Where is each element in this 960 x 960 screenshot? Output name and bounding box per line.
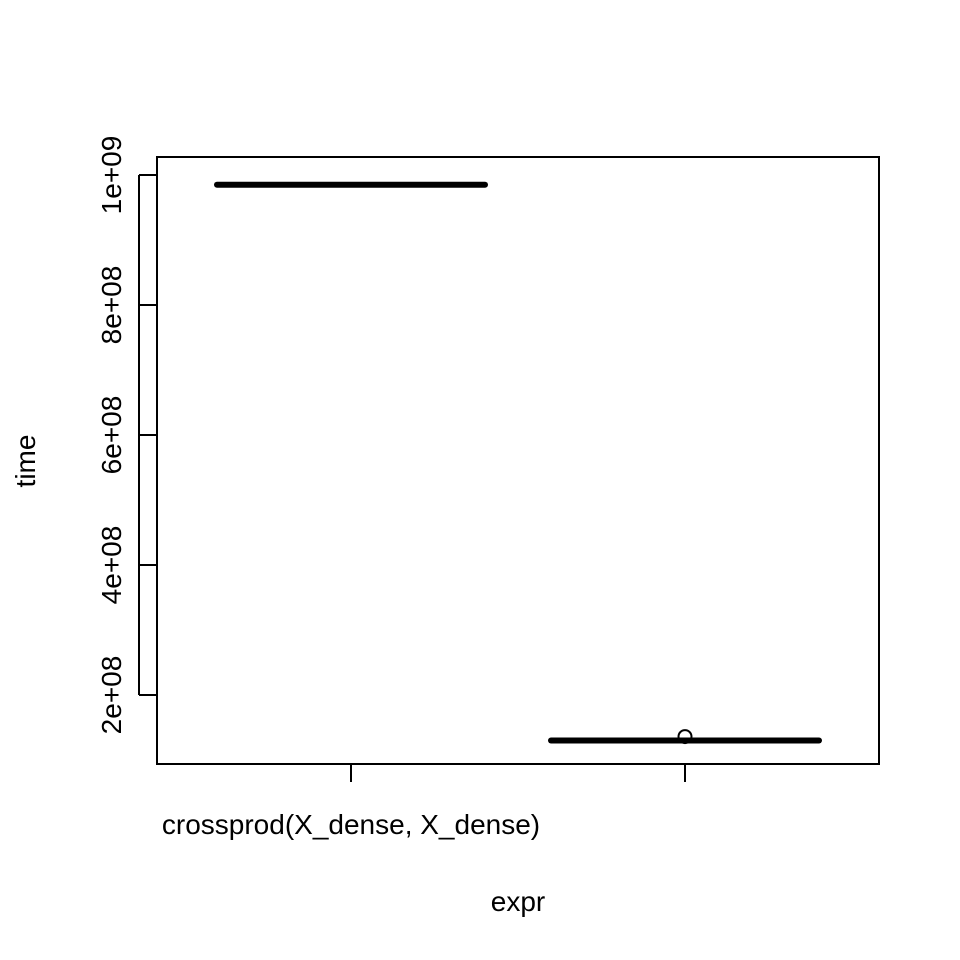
y-tick-label: 2e+08: [96, 656, 127, 735]
y-axis: 2e+08 4e+08 6e+08 8e+08 1e+09: [96, 136, 157, 735]
x-axis-title: expr: [491, 886, 545, 917]
box-group: [548, 729, 822, 745]
y-axis-title: time: [10, 435, 41, 488]
box-group: [214, 181, 488, 188]
outlier-point: [677, 729, 693, 745]
plot-frame: [156, 156, 880, 765]
x-tick-label: crossprod(X_dense, X_dense): [162, 809, 540, 840]
y-tick-label: 8e+08: [96, 266, 127, 345]
y-tick-label: 4e+08: [96, 526, 127, 605]
boxes: [214, 181, 822, 745]
x-axis: crossprod(X_dense, X_dense): [162, 764, 686, 840]
y-tick-label: 6e+08: [96, 396, 127, 475]
y-tick-label: 1e+09: [96, 136, 127, 215]
